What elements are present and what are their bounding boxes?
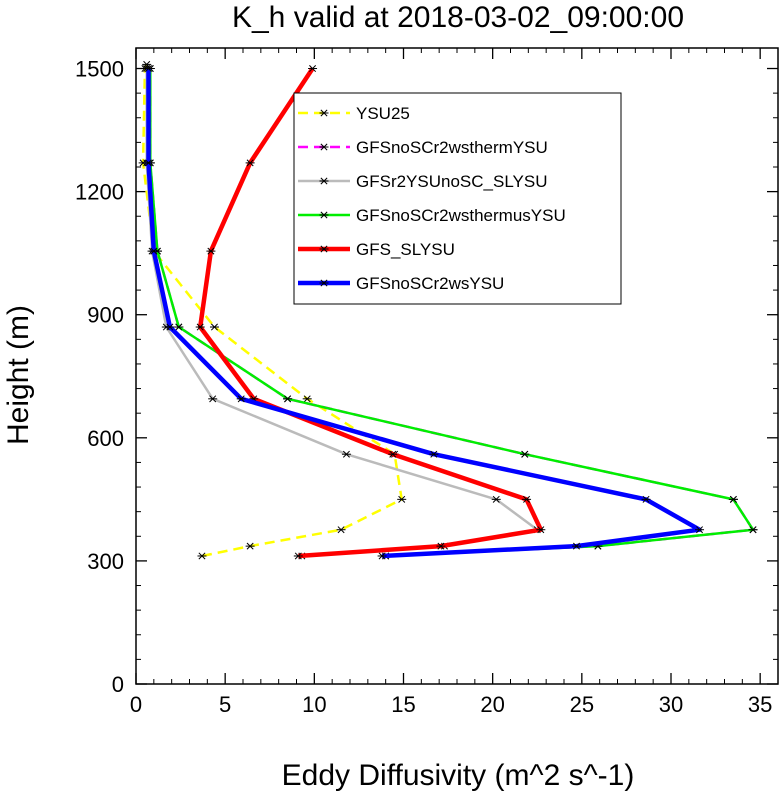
- legend-item: YSU25: [298, 104, 410, 123]
- x-tick-label: 25: [570, 692, 594, 717]
- legend-item: GFS_SLYSU: [298, 240, 455, 259]
- series-5-point: [236, 395, 246, 403]
- y-axis-label: Height (m): [2, 305, 35, 445]
- legend-marker: [319, 177, 329, 185]
- x-axis-ticks: 0 5 10 15 20 25 30 35: [130, 48, 772, 717]
- legend-marker: [319, 109, 329, 117]
- y-tick-label: 600: [87, 426, 124, 451]
- series-3-point: [728, 495, 738, 503]
- series-2-point: [491, 495, 501, 503]
- series-2-point: [208, 395, 218, 403]
- y-tick-label: 900: [87, 303, 124, 328]
- x-tick-label: 15: [391, 692, 415, 717]
- x-tick-label: 35: [748, 692, 772, 717]
- legend-label: YSU25: [356, 104, 410, 123]
- legend-label: GFS_SLYSU: [356, 240, 455, 259]
- legend-item: GFSnoSCr2wsthermYSU: [298, 138, 548, 157]
- series-0-point: [397, 495, 407, 503]
- x-tick-label: 30: [659, 692, 683, 717]
- series-0-point: [336, 526, 346, 534]
- series-4-point: [522, 495, 532, 503]
- series-5-point: [165, 323, 175, 331]
- series-3-point: [520, 450, 530, 458]
- legend-box: [293, 92, 622, 305]
- series-5-point: [149, 247, 159, 255]
- y-tick-label: 300: [87, 549, 124, 574]
- series-0-point: [209, 323, 219, 331]
- legend-item: GFSnoSCr2wsthermusYSU: [298, 206, 566, 225]
- series-5: [143, 65, 705, 560]
- series-0-point: [197, 552, 207, 560]
- x-tick-label: 5: [219, 692, 231, 717]
- series-3-point: [174, 323, 184, 331]
- series-5-point: [429, 450, 439, 458]
- series-5-point: [377, 552, 387, 560]
- series-3-point: [748, 526, 758, 534]
- series-5-point: [571, 542, 581, 550]
- series-0-point: [245, 542, 255, 550]
- x-tick-label: 20: [480, 692, 504, 717]
- series-2-point: [341, 450, 351, 458]
- legend-marker: [319, 211, 329, 219]
- y-axis-ticks: 0 300 600 900 1200 1500: [75, 57, 778, 697]
- y-tick-label: 0: [112, 672, 124, 697]
- chart-title: K_h valid at 2018-03-02_09:00:00: [232, 1, 684, 34]
- legend-marker: [319, 245, 329, 253]
- x-tick-label: 0: [130, 692, 142, 717]
- y-tick-label: 1500: [75, 57, 124, 82]
- series-3-point: [283, 395, 293, 403]
- series-line-3: [149, 68, 755, 558]
- series-4-point: [536, 526, 546, 534]
- series-4: [195, 65, 546, 560]
- y-tick-label: 1200: [75, 180, 124, 205]
- legend-item: GFSnoSCr2wsYSU: [298, 274, 504, 293]
- series-line-4: [197, 67, 544, 559]
- series-layer: [138, 60, 758, 560]
- legend-label: GFSnoSCr2wsthermYSU: [356, 138, 548, 157]
- series-5-point: [143, 159, 153, 167]
- series-4-point: [293, 552, 303, 560]
- series-5-point: [143, 65, 153, 73]
- series-line-5: [146, 68, 702, 559]
- legend-label: GFSnoSCr2wsYSU: [356, 274, 504, 293]
- series-4-point: [388, 450, 398, 458]
- series-5-point: [695, 526, 705, 534]
- legend-label: GFSr2YSUnoSC_SLYSU: [356, 172, 547, 191]
- legend-item: GFSr2YSUnoSC_SLYSU: [298, 172, 547, 191]
- legend-marker: [319, 143, 329, 151]
- legend-label: GFSnoSCr2wsthermusYSU: [356, 206, 566, 225]
- legend: YSU25 GFSnoSCr2wsthermYSU GFSr2YSUnoSC_SLY…: [293, 92, 622, 305]
- x-axis-label: Eddy Diffusivity (m^2 s^-1): [282, 759, 635, 792]
- series-4-point: [308, 65, 318, 73]
- series-4-point: [195, 323, 205, 331]
- series-4-point: [436, 542, 446, 550]
- legend-marker: [319, 279, 329, 287]
- series-5-point: [641, 495, 651, 503]
- series-0-point: [302, 395, 312, 403]
- series-4-point: [245, 159, 255, 167]
- series-4-point: [206, 247, 216, 255]
- x-tick-label: 10: [302, 692, 326, 717]
